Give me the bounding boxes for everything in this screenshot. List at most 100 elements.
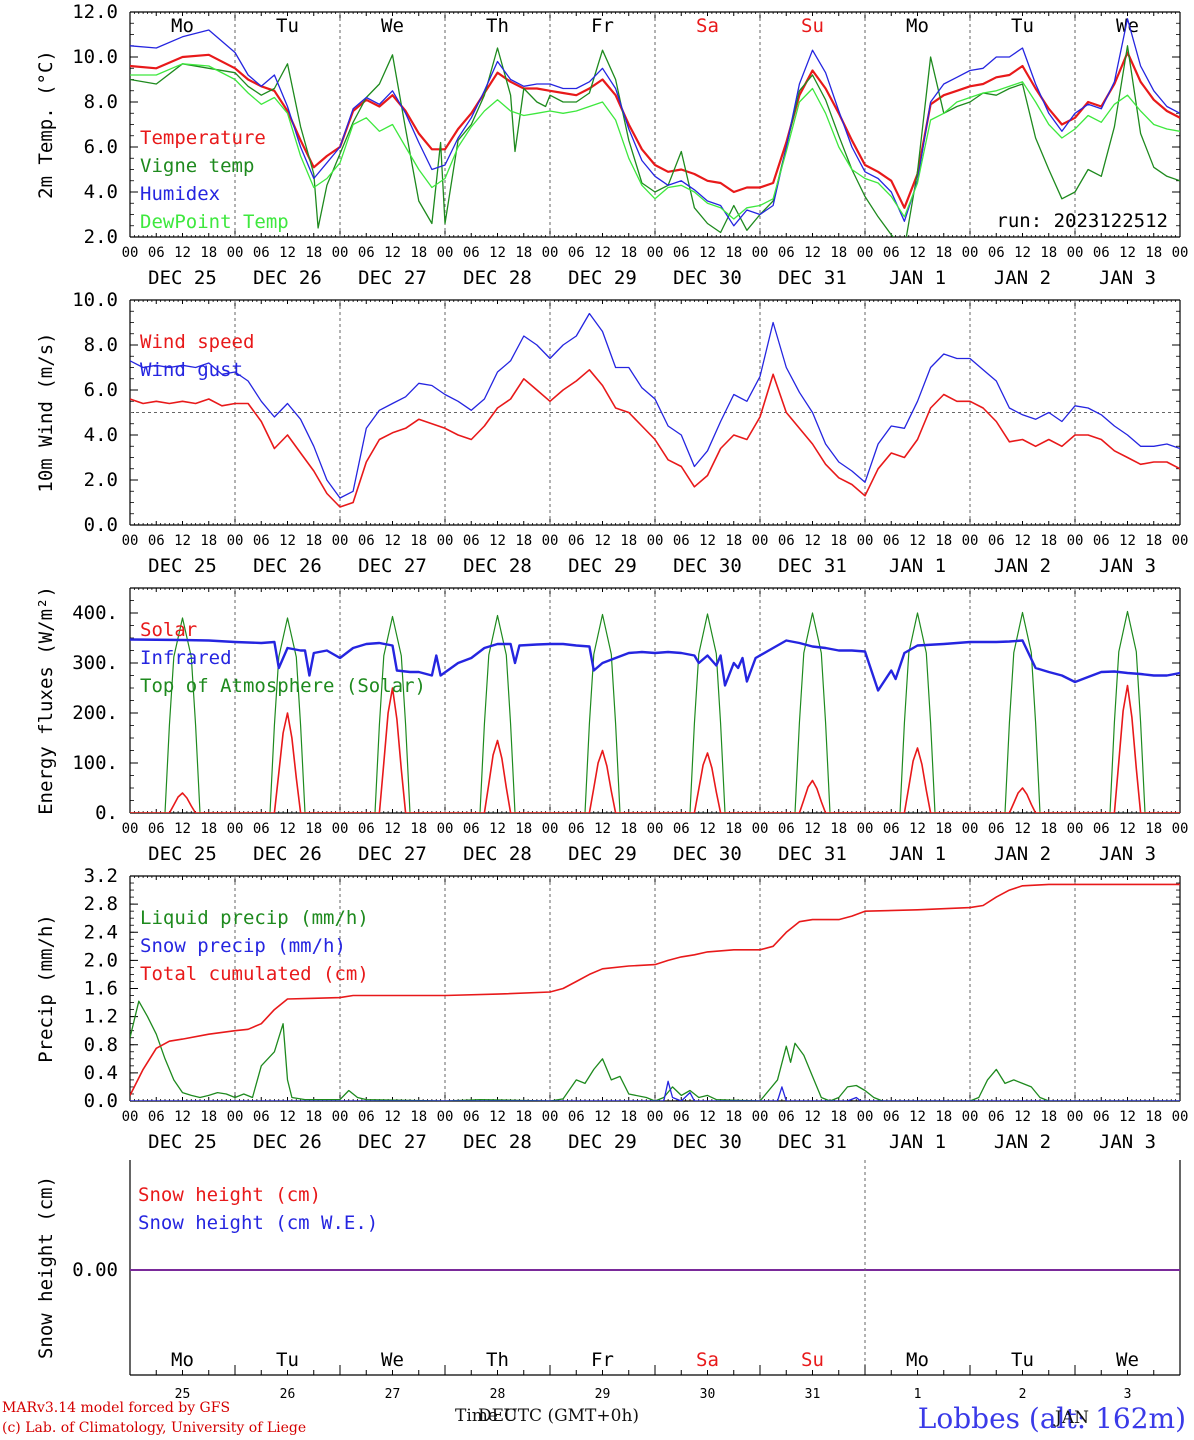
hour-tick-label: 12 <box>489 533 506 549</box>
hour-tick-label: 06 <box>883 1109 900 1125</box>
hour-tick-label: 06 <box>778 1109 795 1125</box>
y-axis-title: 10m Wind (m/s) <box>35 332 57 492</box>
hour-tick-label: 18 <box>1145 245 1162 261</box>
series-total-cumulated-cm- <box>130 883 1180 1096</box>
y-tick-label: 4.0 <box>84 181 118 203</box>
date-label: JAN 3 <box>1099 555 1156 577</box>
hour-tick-label: 00 <box>227 245 244 261</box>
y-tick-label: 2.8 <box>84 893 118 915</box>
legend-entry: Top of Atmosphere (Solar) <box>140 675 426 697</box>
legend-entry: Snow height (cm W.E.) <box>138 1212 378 1234</box>
date-label: DEC 28 <box>463 555 532 577</box>
hour-tick-label: 06 <box>253 1109 270 1125</box>
date-label: DEC 28 <box>463 1131 532 1153</box>
hour-tick-label: 06 <box>358 1109 375 1125</box>
hour-tick-label: 06 <box>988 245 1005 261</box>
infrared-series <box>130 638 1180 692</box>
legend-entry: Solar <box>140 619 197 641</box>
y-axis-title: Snow height (cm) <box>35 1176 57 1359</box>
hour-tick-label: 12 <box>384 533 401 549</box>
series-dewpoint-temp <box>130 63 1180 220</box>
hour-tick-label: 12 <box>594 533 611 549</box>
hour-tick-label: 12 <box>1119 245 1136 261</box>
date-label: JAN 2 <box>994 267 1051 289</box>
date-label: DEC 28 <box>463 843 532 865</box>
hour-tick-label: 00 <box>1067 533 1084 549</box>
date-label: DEC 30 <box>673 555 742 577</box>
hour-tick-label: 00 <box>1172 245 1189 261</box>
panel-energy: 00 06 12 18 00 06 12 18 00 06 12 18 00 06 12 18 00 06 12 18… <box>35 586 1188 865</box>
y-tick-label: 100. <box>72 752 118 774</box>
hour-tick-label: 06 <box>568 821 585 837</box>
hour-tick-label: 12 <box>909 821 926 837</box>
weekday-label: Fr <box>591 1349 614 1371</box>
hour-tick-label: 00 <box>122 821 139 837</box>
hour-tick-label: 06 <box>1093 821 1110 837</box>
hour-tick-label: 06 <box>883 533 900 549</box>
hour-tick-label: 06 <box>568 533 585 549</box>
hour-tick-label: 18 <box>935 533 952 549</box>
hour-tick-label: 12 <box>279 1109 296 1125</box>
hour-tick-label: 06 <box>988 533 1005 549</box>
y-tick-label: 200. <box>72 702 118 724</box>
lab-credit: (c) Lab. of Climatology, University of L… <box>2 1420 307 1436</box>
month-overlay-jan: JAN <box>1055 1408 1089 1428</box>
weekday-label: Sa <box>696 1349 719 1371</box>
weekday-label: Mo <box>906 15 929 37</box>
legend-entry: Wind speed <box>140 331 254 353</box>
day-number-label: 25 <box>175 1387 191 1402</box>
date-label: DEC 29 <box>568 555 637 577</box>
date-label: JAN 2 <box>994 1131 1051 1153</box>
hour-tick-label: 12 <box>279 821 296 837</box>
hour-tick-label: 00 <box>437 1109 454 1125</box>
hour-tick-label: 00 <box>962 245 979 261</box>
hour-tick-label: 06 <box>1093 245 1110 261</box>
hour-tick-label: 00 <box>1067 1109 1084 1125</box>
hour-tick-label: 18 <box>725 821 742 837</box>
hour-tick-label: 06 <box>988 821 1005 837</box>
weekday-label: We <box>1116 1349 1139 1371</box>
series-wind-gust <box>130 312 1180 499</box>
hour-tick-label: 00 <box>1067 821 1084 837</box>
y-axis-title: Energy fluxes (W/m²) <box>35 586 57 815</box>
date-label: DEC 26 <box>253 1131 322 1153</box>
legend-entry: Snow height (cm) <box>138 1184 321 1206</box>
y-tick-label: 4.0 <box>84 424 118 446</box>
day-number-label: 30 <box>700 1387 716 1402</box>
hour-tick-label: 18 <box>830 245 847 261</box>
hour-tick-label: 06 <box>778 245 795 261</box>
hour-tick-label: 06 <box>253 533 270 549</box>
date-label: JAN 2 <box>994 843 1051 865</box>
hour-tick-label: 12 <box>174 533 191 549</box>
hour-tick-label: 00 <box>542 245 559 261</box>
hour-tick-label: 12 <box>384 821 401 837</box>
date-label: DEC 28 <box>463 267 532 289</box>
day-number-label: 31 <box>805 1387 821 1402</box>
legend-entry: Infrared <box>140 647 232 669</box>
date-label: DEC 30 <box>673 843 742 865</box>
date-label: DEC 31 <box>778 1131 847 1153</box>
weekday-label: Mo <box>171 1349 194 1371</box>
hour-tick-label: 00 <box>122 245 139 261</box>
hour-tick-label: 18 <box>200 821 217 837</box>
date-label: DEC 25 <box>148 1131 217 1153</box>
hour-tick-label: 12 <box>1119 1109 1136 1125</box>
hour-tick-label: 12 <box>909 533 926 549</box>
hour-tick-label: 12 <box>594 245 611 261</box>
series-liquid-precip-mm-h- <box>130 1000 1180 1101</box>
hour-tick-label: 00 <box>647 1109 664 1125</box>
date-label: JAN 1 <box>889 555 946 577</box>
hour-tick-label: 06 <box>1093 533 1110 549</box>
hour-tick-label: 18 <box>1145 821 1162 837</box>
run-label: run: 2023122512 <box>996 210 1168 232</box>
y-tick-label: 6.0 <box>84 379 118 401</box>
hour-tick-label: 18 <box>305 821 322 837</box>
date-label: JAN 1 <box>889 843 946 865</box>
y-tick-label: 0.0 <box>84 1090 118 1112</box>
day-number-label: 29 <box>595 1387 611 1402</box>
hour-tick-label: 06 <box>253 821 270 837</box>
y-tick-label: 10.0 <box>72 289 118 311</box>
hour-tick-label: 12 <box>1014 821 1031 837</box>
hour-tick-label: 18 <box>1145 1109 1162 1125</box>
